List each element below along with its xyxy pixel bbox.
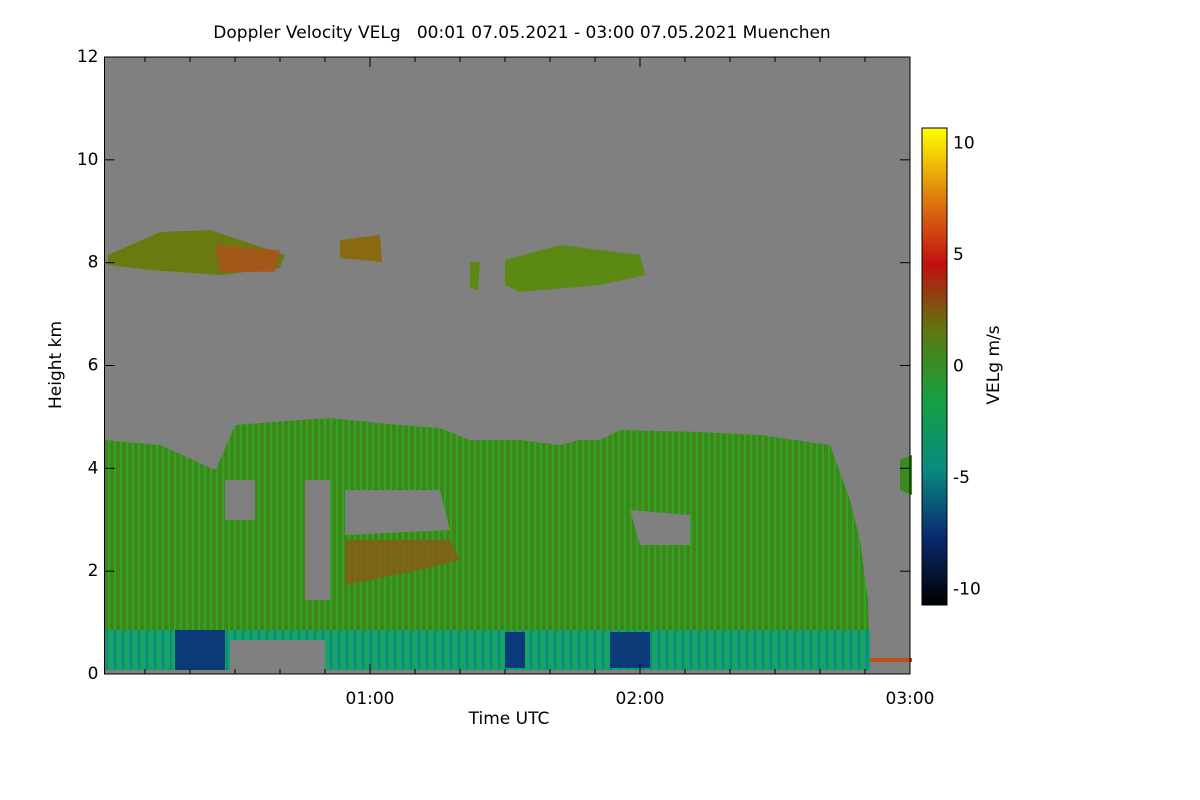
colorbar-tick-label: 5 bbox=[953, 245, 964, 265]
x-tick-label: 01:00 bbox=[346, 689, 395, 709]
y-tick-label: 10 bbox=[77, 150, 99, 170]
y-axis-label: Height km bbox=[46, 321, 66, 409]
y-tick-label: 0 bbox=[88, 664, 99, 684]
x-axis-label: Time UTC bbox=[468, 709, 550, 729]
colorbar-tick-label: 0 bbox=[953, 357, 964, 377]
y-tick-label: 4 bbox=[88, 458, 99, 478]
chart-title: Doppler Velocity VELg 00:01 07.05.2021 -… bbox=[213, 23, 830, 43]
x-tick-label: 02:00 bbox=[616, 689, 665, 709]
colorbar bbox=[921, 127, 948, 606]
y-tick-label: 12 bbox=[77, 47, 99, 67]
colorbar-tick-label: -10 bbox=[953, 579, 981, 599]
echo-field bbox=[105, 230, 912, 670]
colorbar-tick-label: 10 bbox=[953, 134, 975, 154]
y-tick-label: 6 bbox=[88, 356, 99, 376]
colorbar-tick-label: -5 bbox=[953, 468, 970, 488]
x-tick-label: 03:00 bbox=[886, 689, 935, 709]
y-tick-label: 8 bbox=[88, 253, 99, 273]
y-tick-label: 2 bbox=[88, 561, 99, 581]
colorbar-label: VELg m/s bbox=[984, 325, 1004, 404]
